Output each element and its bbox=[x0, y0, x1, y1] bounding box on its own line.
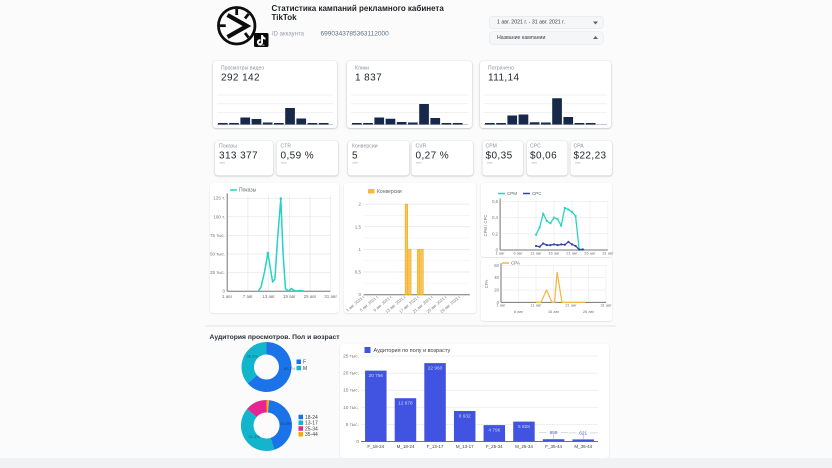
svg-text:19 авг: 19 авг bbox=[283, 294, 296, 299]
svg-text:0,4: 0,4 bbox=[492, 215, 499, 220]
svg-text:63,7%: 63,7% bbox=[284, 366, 296, 371]
svg-text:36,3%: 36,3% bbox=[247, 354, 259, 359]
svg-text:M: M bbox=[303, 366, 307, 372]
svg-text:621: 621 bbox=[579, 430, 587, 436]
svg-text:CPM / CPC: CPM / CPC bbox=[483, 215, 488, 237]
svg-text:43,3%: 43,3% bbox=[280, 421, 292, 426]
svg-text:41,3%: 41,3% bbox=[249, 434, 261, 439]
svg-text:F: F bbox=[303, 360, 306, 366]
svg-text:26 авг: 26 авг bbox=[584, 251, 596, 256]
svg-text:M_18-24: M_18-24 bbox=[397, 444, 415, 449]
svg-text:35-44: 35-44 bbox=[305, 432, 318, 438]
svg-text:Конверсии: Конверсии bbox=[377, 189, 402, 195]
svg-text:12 678: 12 678 bbox=[398, 401, 413, 407]
svg-text:0: 0 bbox=[222, 289, 225, 294]
svg-text:26 авг: 26 авг bbox=[583, 309, 595, 314]
svg-text:0: 0 bbox=[358, 292, 361, 297]
svg-text:21 авг: 21 авг bbox=[566, 251, 578, 256]
svg-text:100 т.: 100 т. bbox=[213, 214, 225, 219]
svg-text:25-34: 25-34 bbox=[305, 426, 318, 432]
svg-text:10 тыс.: 10 тыс. bbox=[343, 405, 359, 411]
svg-text:0: 0 bbox=[497, 300, 500, 305]
svg-text:CPA: CPA bbox=[511, 261, 520, 266]
svg-text:0: 0 bbox=[496, 248, 499, 253]
svg-text:25 тыс.: 25 тыс. bbox=[343, 354, 359, 360]
svg-text:20 756: 20 756 bbox=[369, 373, 384, 379]
svg-text:TikTok: TikTok bbox=[258, 45, 265, 47]
svg-text:F_13-17: F_13-17 bbox=[427, 444, 444, 449]
svg-text:21 авг: 21 авг bbox=[565, 303, 577, 308]
svg-text:125 т.: 125 т. bbox=[213, 196, 225, 201]
svg-text:0,5: 0,5 bbox=[355, 270, 362, 275]
svg-text:50 тыс.: 50 тыс. bbox=[210, 252, 225, 257]
svg-text:11 авг: 11 авг bbox=[530, 303, 542, 308]
svg-text:31 авг: 31 авг bbox=[602, 251, 614, 256]
svg-text:CPA: CPA bbox=[484, 280, 489, 289]
svg-text:5 тыс.: 5 тыс. bbox=[346, 422, 359, 428]
svg-text:M_13-17: M_13-17 bbox=[456, 444, 474, 449]
svg-text:20 тыс.: 20 тыс. bbox=[343, 371, 359, 377]
svg-text:CPC: CPC bbox=[532, 191, 542, 196]
svg-text:20: 20 bbox=[494, 288, 499, 293]
svg-text:18-24: 18-24 bbox=[305, 415, 318, 421]
svg-text:22 960: 22 960 bbox=[428, 366, 443, 372]
svg-text:6 авг: 6 авг bbox=[514, 309, 524, 314]
svg-text:0,6: 0,6 bbox=[492, 199, 499, 204]
svg-text:1 авг: 1 авг bbox=[222, 294, 233, 299]
svg-text:CPM: CPM bbox=[507, 191, 517, 196]
svg-text:1,5: 1,5 bbox=[355, 224, 362, 229]
svg-text:7 авг: 7 авг bbox=[243, 294, 254, 299]
svg-text:6 авг: 6 авг bbox=[513, 251, 523, 256]
svg-text:F_35-44: F_35-44 bbox=[545, 444, 562, 449]
svg-text:16 авг: 16 авг bbox=[548, 309, 560, 314]
svg-text:1 авг: 1 авг bbox=[496, 303, 506, 308]
svg-text:8 932: 8 932 bbox=[459, 414, 471, 420]
svg-text:F_18-24: F_18-24 bbox=[367, 444, 384, 449]
svg-text:31 авг: 31 авг bbox=[324, 294, 337, 299]
svg-text:Аудитория по полу и возрасту: Аудитория по полу и возрасту bbox=[374, 348, 451, 354]
svg-text:Показы: Показы bbox=[239, 188, 257, 194]
svg-text:M_25-34: M_25-34 bbox=[515, 444, 533, 449]
svg-text:0: 0 bbox=[356, 439, 359, 445]
svg-text:0,2: 0,2 bbox=[492, 231, 499, 236]
svg-text:40: 40 bbox=[494, 275, 499, 280]
svg-text:4 796: 4 796 bbox=[488, 428, 500, 434]
svg-text:11 авг: 11 авг bbox=[530, 251, 542, 256]
svg-text:1 авг: 1 авг bbox=[496, 251, 506, 256]
svg-text:25 авг: 25 авг bbox=[304, 294, 317, 299]
svg-text:75 тыс.: 75 тыс. bbox=[210, 233, 225, 238]
svg-text:F_25-34: F_25-34 bbox=[486, 444, 503, 449]
svg-text:5 828: 5 828 bbox=[518, 424, 530, 430]
svg-text:15 тыс.: 15 тыс. bbox=[343, 388, 359, 394]
svg-text:659: 659 bbox=[550, 430, 558, 436]
svg-text:13-17: 13-17 bbox=[305, 421, 318, 427]
svg-text:13 авг: 13 авг bbox=[262, 294, 275, 299]
svg-text:1: 1 bbox=[358, 247, 361, 252]
svg-text:25 тыс.: 25 тыс. bbox=[210, 270, 225, 275]
svg-text:31 авг: 31 авг bbox=[600, 303, 612, 308]
svg-text:M_35-44: M_35-44 bbox=[574, 444, 592, 449]
svg-text:2: 2 bbox=[358, 202, 361, 207]
svg-text:60: 60 bbox=[494, 263, 499, 268]
svg-text:16 авг: 16 авг bbox=[548, 251, 560, 256]
